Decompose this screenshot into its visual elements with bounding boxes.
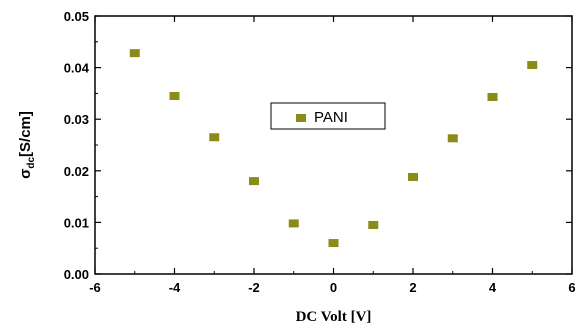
data-point — [288, 219, 299, 228]
data-points — [129, 49, 538, 248]
y-tick-label: 0.02 — [64, 164, 89, 179]
x-tick-label: 0 — [330, 280, 337, 295]
data-point — [368, 220, 379, 229]
plot-frame — [94, 15, 573, 275]
y-axis-label-subscript: dc — [26, 157, 37, 169]
y-axis-label-unit: [S/cm] — [17, 111, 34, 157]
legend-marker — [296, 114, 306, 122]
y-axis-label-symbol: σ — [17, 169, 34, 179]
data-point — [408, 172, 418, 181]
x-axis-label: DC Volt [V] — [296, 309, 372, 325]
x-axis: -6 -4 -2 0 2 4 6 — [89, 16, 576, 295]
legend-label: PANI — [314, 109, 348, 126]
x-tick-label: -2 — [248, 280, 260, 295]
data-point — [487, 93, 498, 102]
y-axis: 0.00 0.01 0.02 0.03 0.04 0.05 — [64, 9, 572, 282]
data-point — [328, 239, 339, 248]
svg-text:σdc[S/cm]: σdc[S/cm] — [17, 111, 37, 179]
x-tick-label: -4 — [169, 280, 181, 295]
data-point — [447, 134, 458, 143]
data-point — [209, 133, 220, 142]
y-tick-label: 0.00 — [64, 267, 89, 282]
data-point — [129, 49, 140, 58]
legend: PANI — [270, 102, 386, 130]
x-tick-label: 6 — [568, 280, 575, 295]
data-point — [249, 177, 259, 186]
y-tick-label: 0.01 — [64, 215, 89, 230]
x-tick-label: 4 — [489, 280, 497, 295]
y-tick-label: 0.04 — [64, 61, 90, 76]
data-point — [169, 91, 180, 100]
x-tick-label: -6 — [89, 280, 101, 295]
y-axis-label: σdc[S/cm] — [17, 111, 37, 179]
y-tick-label: 0.03 — [64, 112, 89, 127]
x-tick-label: 2 — [409, 280, 416, 295]
data-point — [527, 61, 538, 70]
legend-box — [270, 102, 386, 130]
y-tick-label: 0.05 — [64, 9, 89, 24]
